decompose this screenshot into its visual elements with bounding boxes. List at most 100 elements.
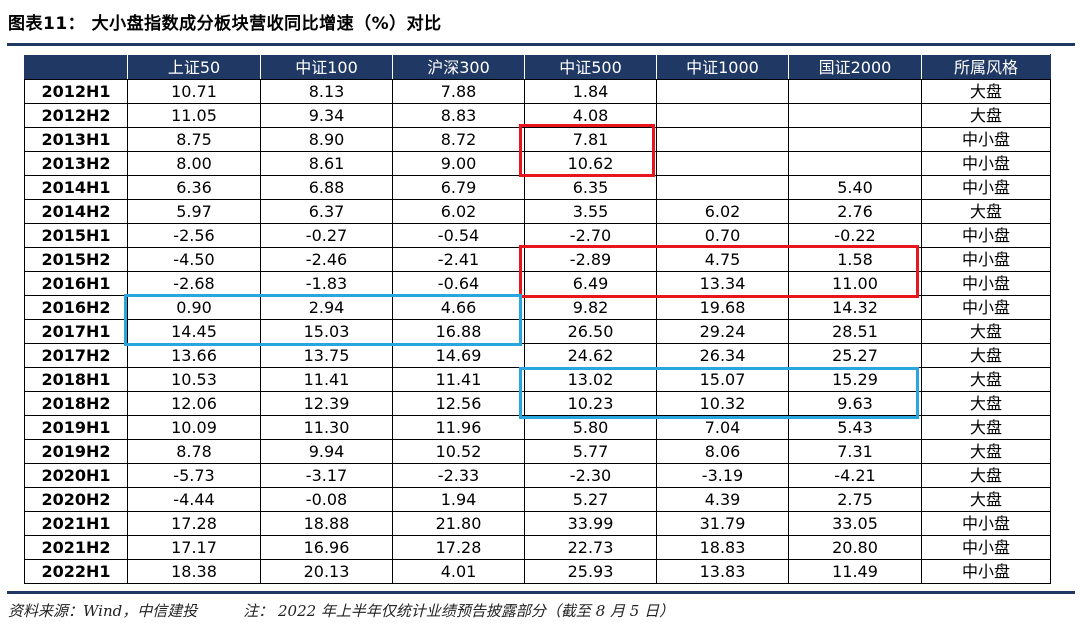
column-header: 上证50 xyxy=(127,54,261,80)
value-cell xyxy=(656,151,789,176)
value-cell: 33.99 xyxy=(524,511,657,536)
table-row: 2013H1 8.75 8.90 8.72 7.81 中小盘 xyxy=(24,127,1051,152)
value-cell: -2.68 xyxy=(127,271,261,296)
value-cell: 19.68 xyxy=(656,295,789,320)
value-cell: -2.46 xyxy=(260,247,393,272)
value-cell: -0.27 xyxy=(260,223,393,248)
value-cell: 12.56 xyxy=(392,391,525,416)
style-cell: 大盘 xyxy=(921,103,1051,128)
period-cell: 2014H1 xyxy=(24,175,128,200)
style-cell: 大盘 xyxy=(921,319,1051,344)
table-row: 2020H2 -4.44 -0.08 1.94 5.27 4.39 2.75 大盘 xyxy=(24,487,1051,512)
value-cell: 22.73 xyxy=(524,535,657,560)
period-cell: 2016H2 xyxy=(24,295,128,320)
table-row: 2012H1 10.71 8.13 7.88 1.84 大盘 xyxy=(24,79,1051,104)
value-cell xyxy=(656,127,789,152)
value-cell: -2.56 xyxy=(127,223,261,248)
table-row: 2015H2 -4.50 -2.46 -2.41 -2.89 4.75 1.58 中小盘 xyxy=(24,247,1051,272)
value-cell: -2.33 xyxy=(392,463,525,488)
growth-table: 上证50 中证100 沪深300 中证500 中证1000 国证2000 所属风格 2012… xyxy=(24,54,1051,584)
period-cell: 2013H1 xyxy=(24,127,128,152)
footer: 资料来源：Wind，中信建投 注： 2022 年上半年仅统计业绩预告披露部分（截至… xyxy=(8,600,674,621)
value-cell: 7.81 xyxy=(524,127,657,152)
value-cell: 9.94 xyxy=(260,439,393,464)
value-cell: 8.90 xyxy=(260,127,393,152)
period-cell: 2019H1 xyxy=(24,415,128,440)
value-cell: 13.75 xyxy=(260,343,393,368)
value-cell: 10.23 xyxy=(524,391,657,416)
table-row: 2015H1 -2.56 -0.27 -0.54 -2.70 0.70 -0.22 中小盘 xyxy=(24,223,1051,248)
period-cell: 2017H2 xyxy=(24,343,128,368)
value-cell: -2.70 xyxy=(524,223,657,248)
table-row: 2017H2 13.66 13.75 14.69 24.62 26.34 25.27 大盘 xyxy=(24,343,1051,368)
value-cell xyxy=(656,79,789,104)
period-cell: 2014H2 xyxy=(24,199,128,224)
value-cell: 18.38 xyxy=(127,559,261,584)
table-row: 2018H2 12.06 12.39 12.56 10.23 10.32 9.63 大盘 xyxy=(24,391,1051,416)
value-cell: 10.62 xyxy=(524,151,657,176)
style-cell: 大盘 xyxy=(921,367,1051,392)
value-cell: -4.21 xyxy=(788,463,922,488)
value-cell: 9.63 xyxy=(788,391,922,416)
value-cell: -2.30 xyxy=(524,463,657,488)
value-cell: 9.34 xyxy=(260,103,393,128)
table-row: 2019H2 8.78 9.94 10.52 5.77 8.06 7.31 大盘 xyxy=(24,439,1051,464)
period-cell: 2022H1 xyxy=(24,559,128,584)
value-cell: 11.30 xyxy=(260,415,393,440)
value-cell: 24.62 xyxy=(524,343,657,368)
style-cell: 大盘 xyxy=(921,463,1051,488)
value-cell: 6.79 xyxy=(392,175,525,200)
value-cell: -3.17 xyxy=(260,463,393,488)
value-cell: -5.73 xyxy=(127,463,261,488)
style-cell: 中小盘 xyxy=(921,127,1051,152)
value-cell: 11.41 xyxy=(392,367,525,392)
style-cell: 中小盘 xyxy=(921,511,1051,536)
column-header: 中证100 xyxy=(260,54,393,80)
value-cell xyxy=(788,127,922,152)
value-cell: 15.29 xyxy=(788,367,922,392)
value-cell: 10.71 xyxy=(127,79,261,104)
value-cell: 2.75 xyxy=(788,487,922,512)
value-cell: 8.00 xyxy=(127,151,261,176)
style-cell: 大盘 xyxy=(921,199,1051,224)
table-row: 2017H1 14.45 15.03 16.88 26.50 29.24 28.51 大盘 xyxy=(24,319,1051,344)
value-cell: -3.19 xyxy=(656,463,789,488)
value-cell: -0.08 xyxy=(260,487,393,512)
value-cell: 6.35 xyxy=(524,175,657,200)
value-cell: 8.75 xyxy=(127,127,261,152)
table-header-row: 上证50 中证100 沪深300 中证500 中证1000 国证2000 所属风格 xyxy=(24,54,1051,80)
period-cell: 2018H2 xyxy=(24,391,128,416)
value-cell: 8.83 xyxy=(392,103,525,128)
style-cell: 大盘 xyxy=(921,487,1051,512)
value-cell: 14.45 xyxy=(127,319,261,344)
style-cell: 中小盘 xyxy=(921,247,1051,272)
value-cell: 33.05 xyxy=(788,511,922,536)
table-row: 2013H2 8.00 8.61 9.00 10.62 中小盘 xyxy=(24,151,1051,176)
value-cell: -0.54 xyxy=(392,223,525,248)
style-cell: 大盘 xyxy=(921,79,1051,104)
value-cell: 11.49 xyxy=(788,559,922,584)
period-cell: 2016H1 xyxy=(24,271,128,296)
value-cell xyxy=(788,103,922,128)
value-cell: -4.44 xyxy=(127,487,261,512)
value-cell: 28.51 xyxy=(788,319,922,344)
style-cell: 大盘 xyxy=(921,415,1051,440)
value-cell: 6.88 xyxy=(260,175,393,200)
column-header: 沪深300 xyxy=(392,54,525,80)
style-cell: 中小盘 xyxy=(921,559,1051,584)
style-cell: 中小盘 xyxy=(921,271,1051,296)
value-cell: 5.97 xyxy=(127,199,261,224)
value-cell: 6.37 xyxy=(260,199,393,224)
table-row: 2021H1 17.28 18.88 21.80 33.99 31.79 33.05 中小盘 xyxy=(24,511,1051,536)
value-cell: 12.39 xyxy=(260,391,393,416)
table-row: 2014H1 6.36 6.88 6.79 6.35 5.40 中小盘 xyxy=(24,175,1051,200)
value-cell: 31.79 xyxy=(656,511,789,536)
value-cell: 0.70 xyxy=(656,223,789,248)
footer-divider xyxy=(7,591,1075,594)
value-cell: 11.41 xyxy=(260,367,393,392)
value-cell xyxy=(788,151,922,176)
value-cell: 5.40 xyxy=(788,175,922,200)
style-cell: 大盘 xyxy=(921,391,1051,416)
source-text: 资料来源：Wind，中信建投 xyxy=(8,602,198,620)
style-cell: 中小盘 xyxy=(921,535,1051,560)
